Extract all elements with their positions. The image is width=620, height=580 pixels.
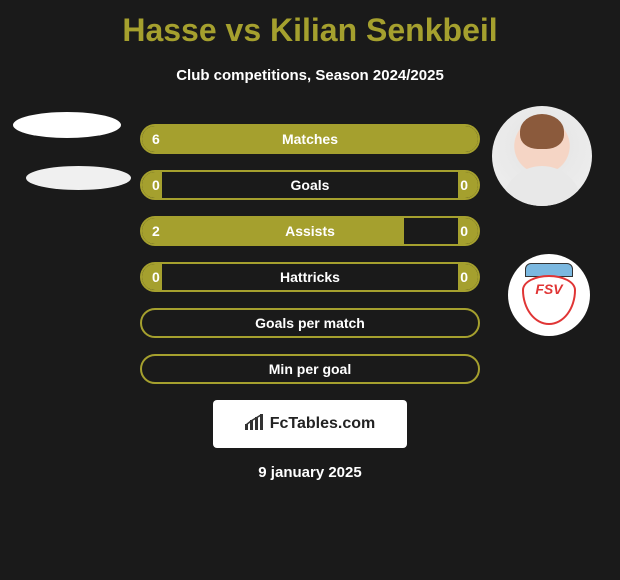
stat-bar-left-fill: [142, 218, 404, 244]
stat-label: Matches: [282, 131, 338, 147]
chart-icon: [245, 414, 265, 435]
watermark-badge: FcTables.com: [213, 400, 407, 448]
player-right-avatar: [492, 106, 592, 206]
stat-label: Assists: [285, 223, 335, 239]
stat-row: Goals 0 0: [140, 170, 480, 200]
watermark-text: FcTables.com: [270, 415, 376, 433]
stat-row: Assists 2 0: [140, 216, 480, 246]
stat-row: Min per goal: [140, 354, 480, 384]
stat-value-right: 0: [460, 269, 468, 285]
footer-date: 9 january 2025: [0, 464, 620, 481]
team-right-logo: FSV: [508, 254, 590, 336]
avatar-placeholder-shape: [26, 166, 131, 190]
stat-value-right: 0: [460, 223, 468, 239]
stat-label: Min per goal: [269, 361, 351, 377]
player-left-avatar: [8, 106, 113, 211]
page-subtitle: Club competitions, Season 2024/2025: [0, 67, 620, 84]
page-title: Hasse vs Kilian Senkbeil: [0, 0, 620, 49]
stat-value-left: 0: [152, 269, 160, 285]
stat-value-left: 0: [152, 177, 160, 193]
stat-row: Goals per match: [140, 308, 480, 338]
stat-label: Hattricks: [280, 269, 340, 285]
stat-row: Hattricks 0 0: [140, 262, 480, 292]
stats-container: FSV Matches6Goals00Assists20Hattricks00G…: [0, 124, 620, 384]
stat-row: Matches 6: [140, 124, 480, 154]
stat-value-left: 6: [152, 131, 160, 147]
stat-label: Goals per match: [255, 315, 365, 331]
stat-value-left: 2: [152, 223, 160, 239]
team-logo-text: FSV: [517, 281, 581, 297]
avatar-placeholder-shape: [13, 112, 121, 138]
stat-value-right: 0: [460, 177, 468, 193]
stat-label: Goals: [291, 177, 330, 193]
